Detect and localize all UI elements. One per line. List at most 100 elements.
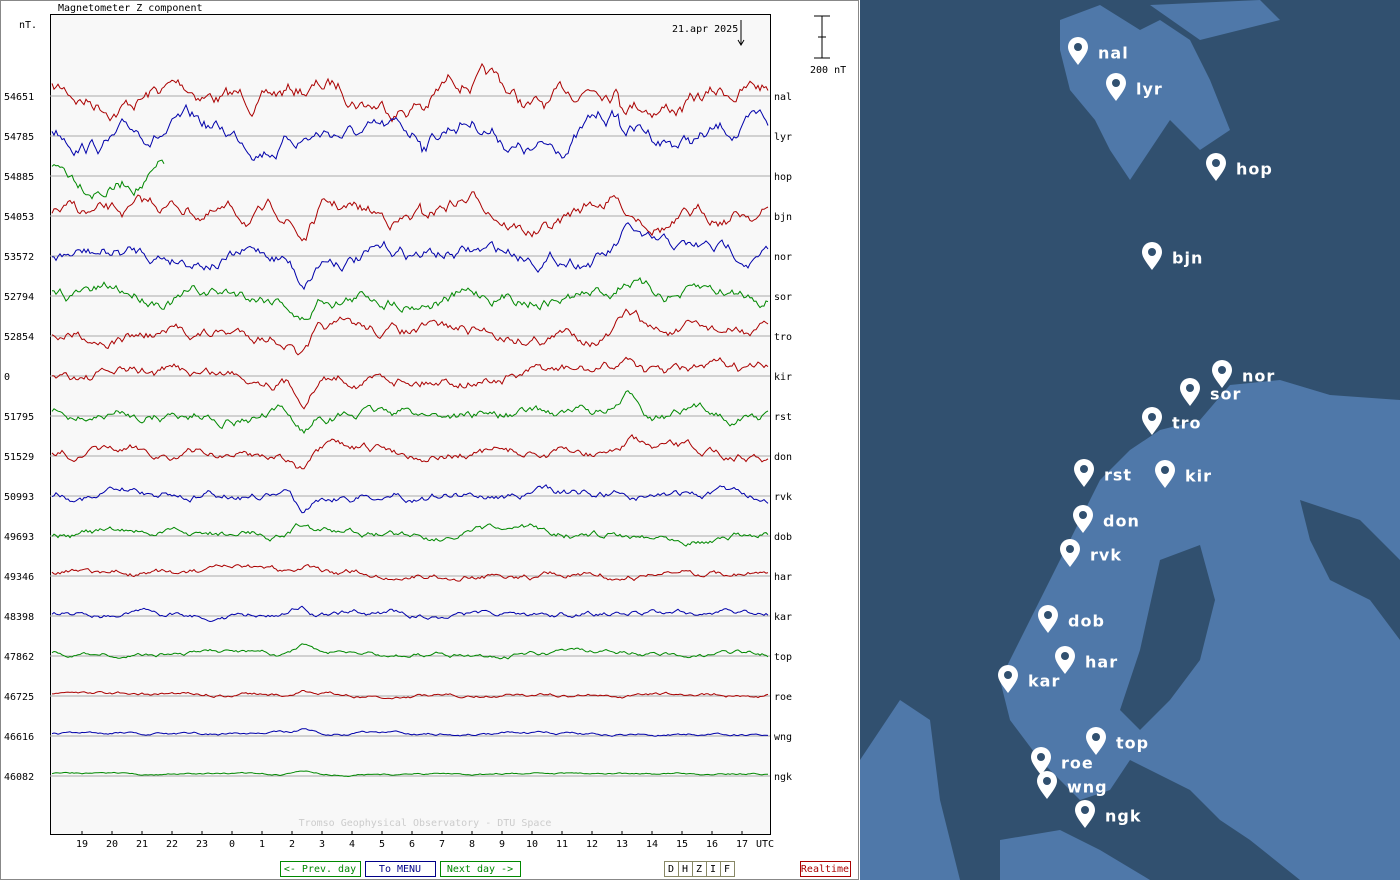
hour-label: 15 bbox=[676, 839, 688, 850]
station-name: kir bbox=[774, 372, 792, 383]
next-day-label[interactable]: Next day -> bbox=[447, 864, 513, 875]
trace bbox=[51, 564, 769, 582]
time-unit: UTC bbox=[756, 839, 774, 850]
map-marker[interactable] bbox=[1075, 800, 1095, 828]
station-baseline: 46082 bbox=[4, 772, 34, 783]
station-baseline: 46616 bbox=[4, 732, 34, 743]
component-label[interactable]: F bbox=[724, 864, 730, 875]
map-marker[interactable] bbox=[1031, 747, 1051, 775]
trace bbox=[51, 222, 769, 291]
marker-hole bbox=[1212, 159, 1220, 167]
marker-label: tro bbox=[1172, 414, 1202, 433]
station-name: don bbox=[774, 452, 792, 463]
station-name: sor bbox=[774, 292, 792, 303]
next-day-button[interactable] bbox=[440, 861, 521, 877]
map-marker[interactable] bbox=[1106, 73, 1126, 101]
station-baseline: 54885 bbox=[4, 172, 34, 183]
marker-hole bbox=[1148, 413, 1156, 421]
map-marker[interactable] bbox=[1055, 646, 1075, 674]
date: 21.apr 2025 bbox=[672, 24, 738, 35]
map-marker[interactable] bbox=[1180, 378, 1200, 406]
station-baseline: 51529 bbox=[4, 452, 34, 463]
map-marker[interactable] bbox=[1073, 505, 1093, 533]
marker-hole bbox=[1074, 43, 1082, 51]
trace bbox=[52, 690, 769, 700]
map-marker[interactable] bbox=[1142, 407, 1162, 435]
marker-label: don bbox=[1103, 512, 1140, 531]
marker-label: dob bbox=[1068, 612, 1105, 631]
component-button[interactable] bbox=[720, 861, 735, 877]
marker-hole bbox=[1079, 511, 1087, 519]
component-label[interactable]: D bbox=[668, 864, 674, 875]
menu-label[interactable]: To MENU bbox=[379, 864, 421, 875]
trace bbox=[51, 103, 769, 162]
marker-label: sor bbox=[1210, 385, 1241, 404]
marker-hole bbox=[1004, 671, 1012, 679]
hour-label: 7 bbox=[439, 839, 445, 850]
marker-hole bbox=[1186, 384, 1194, 392]
menu-button[interactable] bbox=[365, 861, 436, 877]
station-baseline: 48398 bbox=[4, 612, 34, 623]
hour-label: 19 bbox=[76, 839, 88, 850]
map-marker[interactable] bbox=[1060, 539, 1080, 567]
marker-hole bbox=[1080, 465, 1088, 473]
unit: nT. bbox=[19, 20, 37, 31]
station-name: nor bbox=[774, 252, 792, 263]
station-name: tro bbox=[774, 332, 792, 343]
hour-label: 3 bbox=[319, 839, 325, 850]
map-marker[interactable] bbox=[1212, 360, 1232, 388]
map-marker[interactable] bbox=[1155, 460, 1175, 488]
hour-label: 11 bbox=[556, 839, 568, 850]
component-label[interactable]: H bbox=[682, 864, 688, 875]
trace bbox=[51, 605, 769, 623]
marker-label: nor bbox=[1242, 367, 1275, 386]
map-marker[interactable] bbox=[1086, 727, 1106, 755]
station-name: lyr bbox=[774, 132, 792, 143]
scale-bar bbox=[814, 15, 830, 59]
marker-hole bbox=[1112, 79, 1120, 87]
marker-label: nal bbox=[1098, 44, 1129, 63]
nav-buttons: <- Prev. day To MENU Next day -> Realtim… bbox=[280, 861, 851, 877]
station-name: rst bbox=[774, 412, 792, 423]
station-name: ngk bbox=[774, 772, 792, 783]
station-baseline: 49346 bbox=[4, 572, 34, 583]
scale-label: 200 nT bbox=[810, 65, 846, 76]
station-baseline: 52794 bbox=[4, 292, 34, 303]
map-marker[interactable] bbox=[1068, 37, 1088, 65]
trace bbox=[51, 390, 769, 435]
hour-label: 2 bbox=[289, 839, 295, 850]
marker-hole bbox=[1081, 806, 1089, 814]
date-arrow-head bbox=[737, 39, 745, 46]
station-baseline: 54651 bbox=[4, 92, 34, 103]
marker-label: kar bbox=[1028, 672, 1060, 691]
prev-day-button[interactable] bbox=[280, 861, 361, 877]
hour-label: 10 bbox=[526, 839, 538, 850]
map-marker[interactable] bbox=[1206, 153, 1226, 181]
component-label[interactable]: I bbox=[710, 864, 716, 875]
marker-hole bbox=[1061, 652, 1069, 660]
station-name: roe bbox=[774, 692, 792, 703]
marker-label: ngk bbox=[1105, 807, 1141, 826]
trace bbox=[51, 277, 769, 321]
trace bbox=[51, 728, 769, 737]
marker-label: hop bbox=[1236, 160, 1273, 179]
map-marker[interactable] bbox=[1038, 605, 1058, 633]
prev-day-label[interactable]: <- Prev. day bbox=[284, 864, 356, 875]
trace bbox=[51, 159, 165, 200]
hour-label: 8 bbox=[469, 839, 475, 850]
map-marker[interactable] bbox=[1037, 771, 1057, 799]
hour-label: 21 bbox=[136, 839, 148, 850]
credit: Tromso Geophysical Observatory - DTU Spa… bbox=[299, 818, 552, 829]
realtime-button[interactable] bbox=[800, 861, 851, 877]
marker-hole bbox=[1044, 611, 1052, 619]
trace bbox=[51, 643, 769, 660]
station-name: nal bbox=[774, 92, 792, 103]
trace bbox=[51, 770, 768, 778]
component-label[interactable]: Z bbox=[696, 864, 702, 875]
marker-label: wng bbox=[1067, 778, 1108, 797]
realtime-label[interactable]: Realtime bbox=[801, 864, 849, 875]
map-marker[interactable] bbox=[998, 665, 1018, 693]
map-marker[interactable] bbox=[1074, 459, 1094, 487]
station-baseline: 0 bbox=[4, 372, 10, 383]
map-marker[interactable] bbox=[1142, 242, 1162, 270]
